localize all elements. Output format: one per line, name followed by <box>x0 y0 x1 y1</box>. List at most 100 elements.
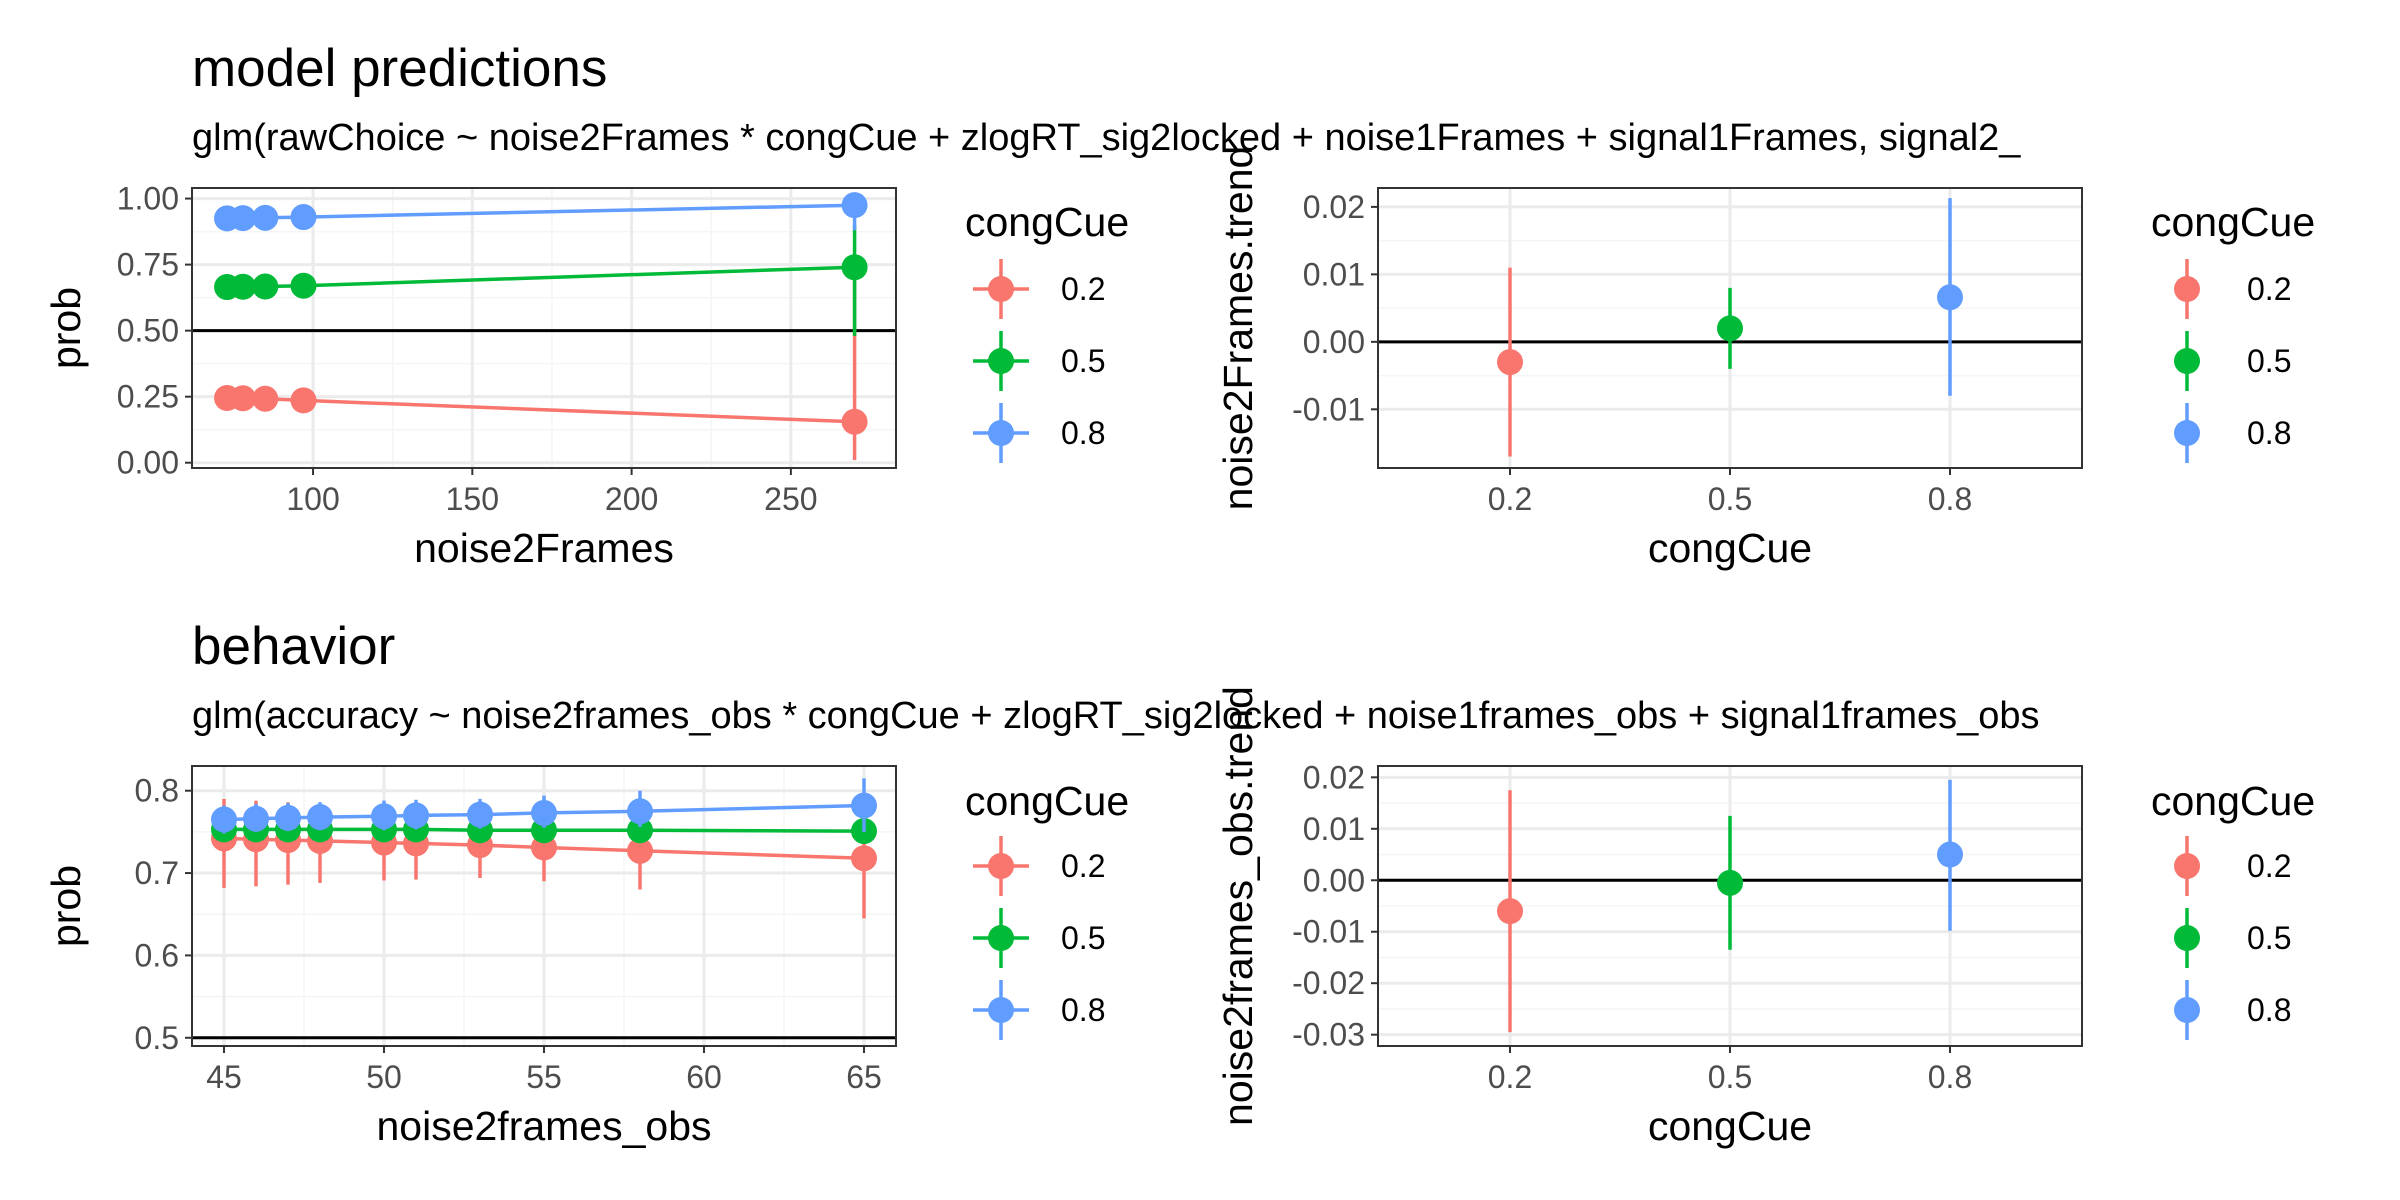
legend-label-0.8: 0.8 <box>1061 415 1105 451</box>
panel-background <box>192 188 896 468</box>
x-axis-title: congCue <box>1648 1103 1812 1149</box>
data-point-0.2 <box>252 385 279 412</box>
section-subtitle-model-predictions: glm(rawChoice ~ noise2Frames * congCue +… <box>192 117 2021 159</box>
section-subtitle-behavior: glm(accuracy ~ noise2frames_obs * congCu… <box>192 695 2040 737</box>
data-point-0.2 <box>290 387 317 414</box>
legend-key-point-0.2 <box>988 276 1014 302</box>
x-tick-label: 0.5 <box>1708 1059 1752 1095</box>
legend-key-point-0.8 <box>2174 420 2200 446</box>
x-tick-label: 250 <box>764 481 817 517</box>
data-point-0.8 <box>1937 841 1963 868</box>
y-tick-label: 0.02 <box>1303 189 1365 225</box>
data-point-0.5 <box>252 273 279 300</box>
data-point-0.2 <box>1497 898 1523 925</box>
x-tick-label: 65 <box>846 1059 882 1095</box>
x-axis-title: noise2frames_obs <box>376 1103 711 1149</box>
y-tick-label: 0.8 <box>135 773 179 809</box>
data-point-0.8 <box>467 801 493 828</box>
x-tick-label: 50 <box>366 1059 402 1095</box>
chart-panels: 0.00 0.25 0.50 0.75 1.00 100 150 200 250 noise2Fr… <box>43 146 2315 1149</box>
data-point-0.8 <box>627 798 653 825</box>
y-tick-label: 0.25 <box>117 379 179 415</box>
x-tick-label: 200 <box>605 481 658 517</box>
data-point-0.5 <box>627 817 653 844</box>
legend: congCue 0.2 0.5 0.8 <box>965 199 1129 463</box>
x-axis-title: congCue <box>1648 525 1812 571</box>
legend-key-point-0.2 <box>2174 276 2200 302</box>
data-point-0.2 <box>627 837 653 864</box>
legend-label-0.5: 0.5 <box>2247 343 2291 379</box>
legend-label-0.5: 0.5 <box>2247 920 2291 956</box>
data-point-0.8 <box>229 205 256 232</box>
data-point-0.8 <box>851 792 877 819</box>
legend-key-point-0.2 <box>988 853 1014 879</box>
data-point-0.8 <box>531 799 557 826</box>
legend-key-point-0.5 <box>988 925 1014 951</box>
y-tick-label: 0.02 <box>1303 759 1365 795</box>
legend-key-point-0.8 <box>988 420 1014 446</box>
x-tick-label: 0.2 <box>1488 481 1532 517</box>
legend-key-point-0.5 <box>988 348 1014 374</box>
y-tick-label: 0.6 <box>135 937 179 973</box>
data-point-0.8 <box>307 804 333 831</box>
legend-title: congCue <box>965 199 1129 245</box>
y-tick-label: 1.00 <box>117 181 179 217</box>
x-tick-label: 55 <box>526 1059 562 1095</box>
data-point-0.2 <box>229 385 256 412</box>
legend-title: congCue <box>965 778 1129 824</box>
y-axis-title: prob <box>43 287 89 369</box>
chart-panel-1: 0.00 0.25 0.50 0.75 1.00 100 150 200 250 noise2Fr… <box>43 181 1129 571</box>
legend: congCue 0.2 0.5 0.8 <box>965 778 1129 1040</box>
data-point-0.8 <box>211 806 237 833</box>
panel-border <box>191 187 897 469</box>
y-tick-label: 0.01 <box>1303 256 1365 292</box>
series-line-0.5 <box>224 827 865 833</box>
data-point-0.2 <box>851 845 877 872</box>
legend: congCue 0.2 0.5 0.8 <box>2151 778 2315 1040</box>
chart-panel-2: -0.01 0.00 0.01 0.02 0.2 0.5 0.8 congCue noise2F… <box>1215 146 2315 571</box>
y-tick-label: -0.03 <box>1292 1017 1365 1053</box>
legend-label-0.8: 0.8 <box>2247 992 2291 1028</box>
y-tick-label: 0.00 <box>1303 862 1365 898</box>
data-point-0.8 <box>290 204 317 231</box>
x-tick-label: 0.8 <box>1928 481 1972 517</box>
data-point-0.8 <box>243 805 269 832</box>
section-title-model-predictions: model predictions <box>192 39 607 98</box>
legend-label-0.2: 0.2 <box>1061 848 1105 884</box>
y-tick-label: 0.00 <box>1303 324 1365 360</box>
legend-key-point-0.5 <box>2174 925 2200 951</box>
x-tick-label: 150 <box>446 481 499 517</box>
data-point-0.5 <box>290 272 317 299</box>
data-point-0.5 <box>1717 315 1743 342</box>
legend-label-0.8: 0.8 <box>2247 415 2291 451</box>
y-tick-label: 0.01 <box>1303 811 1365 847</box>
y-tick-label: 0.50 <box>117 313 179 349</box>
chart-panel-3: 0.5 0.6 0.7 0.8 45 50 55 60 65 noise2frames_obs pr… <box>43 765 1129 1149</box>
legend-key-point-0.8 <box>2174 997 2200 1023</box>
data-point-0.5 <box>841 254 868 281</box>
data-point-0.8 <box>403 802 429 829</box>
data-point-0.5 <box>1717 869 1743 896</box>
legend-key-point-0.8 <box>988 997 1014 1023</box>
x-tick-label: 0.5 <box>1708 481 1752 517</box>
x-tick-label: 45 <box>206 1059 242 1095</box>
data-point-0.8 <box>841 192 868 219</box>
legend-title: congCue <box>2151 199 2315 245</box>
section-title-behavior: behavior <box>192 617 395 676</box>
chart-panel-4: -0.03-0.02-0.010.000.010.020.2 0.5 0.8cong… <box>1215 686 2315 1149</box>
series-line-0.8 <box>223 803 865 822</box>
data-point-0.5 <box>229 273 256 300</box>
x-tick-label: 60 <box>686 1059 722 1095</box>
x-tick-label: 0.8 <box>1928 1059 1972 1095</box>
legend-title: congCue <box>2151 778 2315 824</box>
y-tick-label: 0.75 <box>117 247 179 283</box>
legend: congCue 0.2 0.5 0.8 <box>2151 199 2315 463</box>
data-point-0.8 <box>252 204 279 231</box>
data-point-0.8 <box>1937 284 1963 311</box>
data-point-0.2 <box>1497 349 1523 376</box>
legend-label-0.2: 0.2 <box>2247 271 2291 307</box>
legend-label-0.8: 0.8 <box>1061 992 1105 1028</box>
x-axis-title: noise2Frames <box>414 525 674 571</box>
x-tick-label: 100 <box>286 481 339 517</box>
